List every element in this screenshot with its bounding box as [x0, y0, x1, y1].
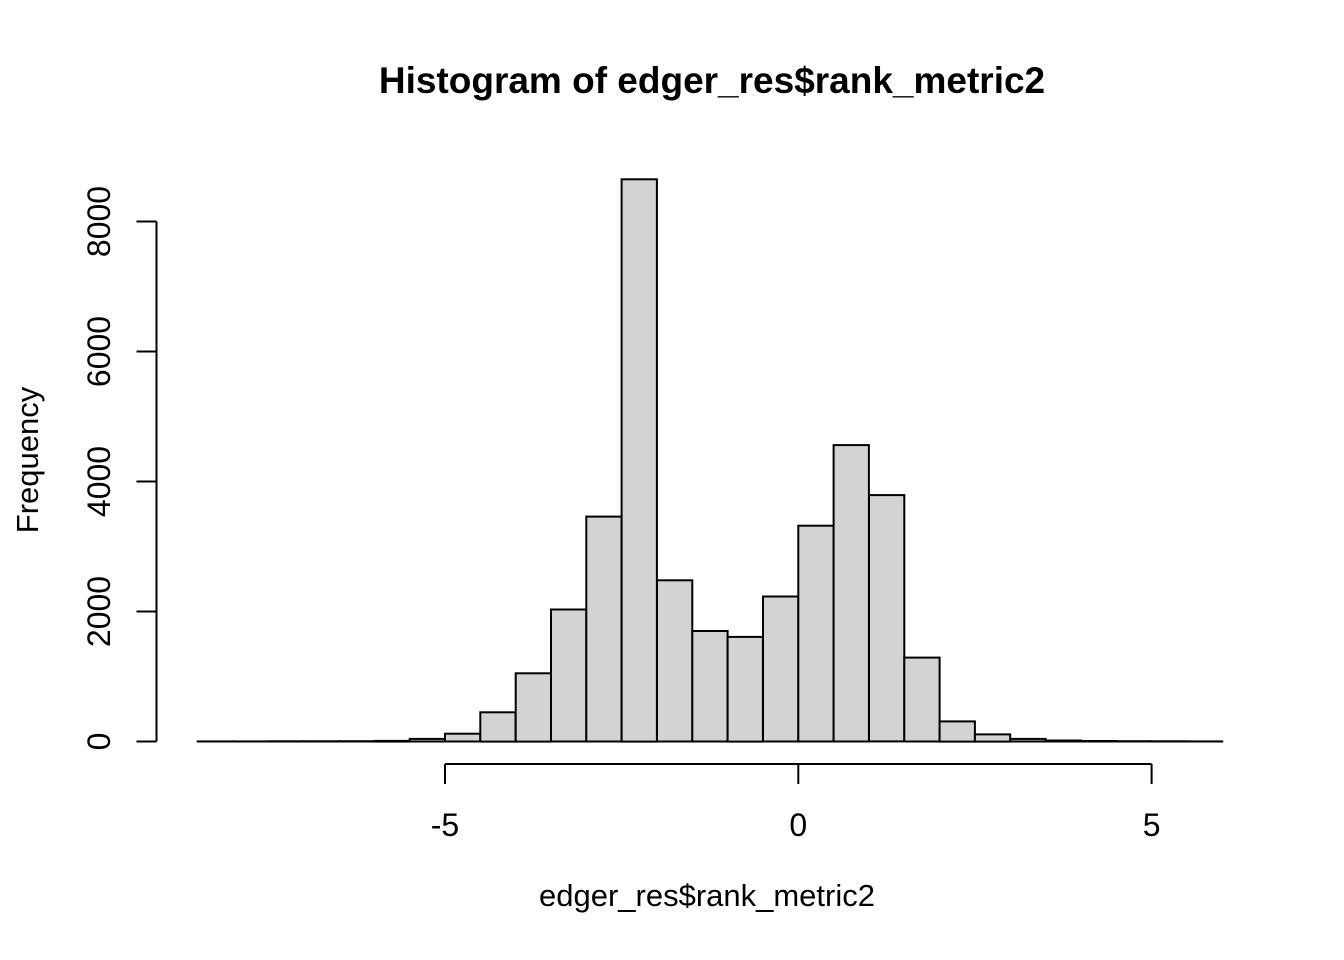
histogram-bar — [797, 524, 835, 743]
histogram-bar — [973, 733, 1012, 743]
histogram-bar — [479, 711, 517, 743]
histogram-bar — [585, 515, 623, 743]
histogram-bar — [444, 732, 482, 743]
histogram-bar — [1009, 737, 1047, 743]
y-tick-label: 2000 — [81, 576, 117, 647]
x-axis: -5 0 5 — [431, 763, 1161, 843]
bars — [196, 178, 1224, 743]
histogram-bar — [832, 444, 870, 743]
histogram-bar — [373, 739, 411, 743]
y-tick-label: 8000 — [81, 186, 117, 257]
x-tick-label: -5 — [431, 807, 459, 843]
x-tick-label: 0 — [789, 807, 807, 843]
y-tick-label: 0 — [81, 733, 117, 751]
y-tick-label: 6000 — [81, 316, 117, 387]
y-tick-label: 4000 — [81, 446, 117, 517]
x-axis-label: edger_res$rank_metric2 — [539, 878, 875, 913]
y-axis: 0 2000 4000 6000 8000 — [81, 186, 158, 751]
histogram-bar — [691, 630, 729, 743]
histogram-bar — [903, 656, 941, 743]
x-tick-label: 5 — [1143, 807, 1161, 843]
y-axis-label: Frequency — [10, 386, 45, 533]
histogram-bar — [726, 635, 764, 743]
histogram-bar — [514, 672, 553, 743]
histogram-bar — [550, 608, 588, 743]
histogram-bar — [938, 720, 976, 743]
histogram-bar — [1079, 740, 1118, 743]
histogram-bar — [1044, 739, 1082, 743]
chart-title: Histogram of edger_res$rank_metric2 — [379, 60, 1045, 101]
histogram-bar — [620, 178, 658, 743]
histogram-bar — [868, 494, 906, 743]
histogram-bar — [656, 579, 694, 743]
histogram-bar — [762, 595, 800, 743]
histogram-bar — [408, 737, 447, 743]
